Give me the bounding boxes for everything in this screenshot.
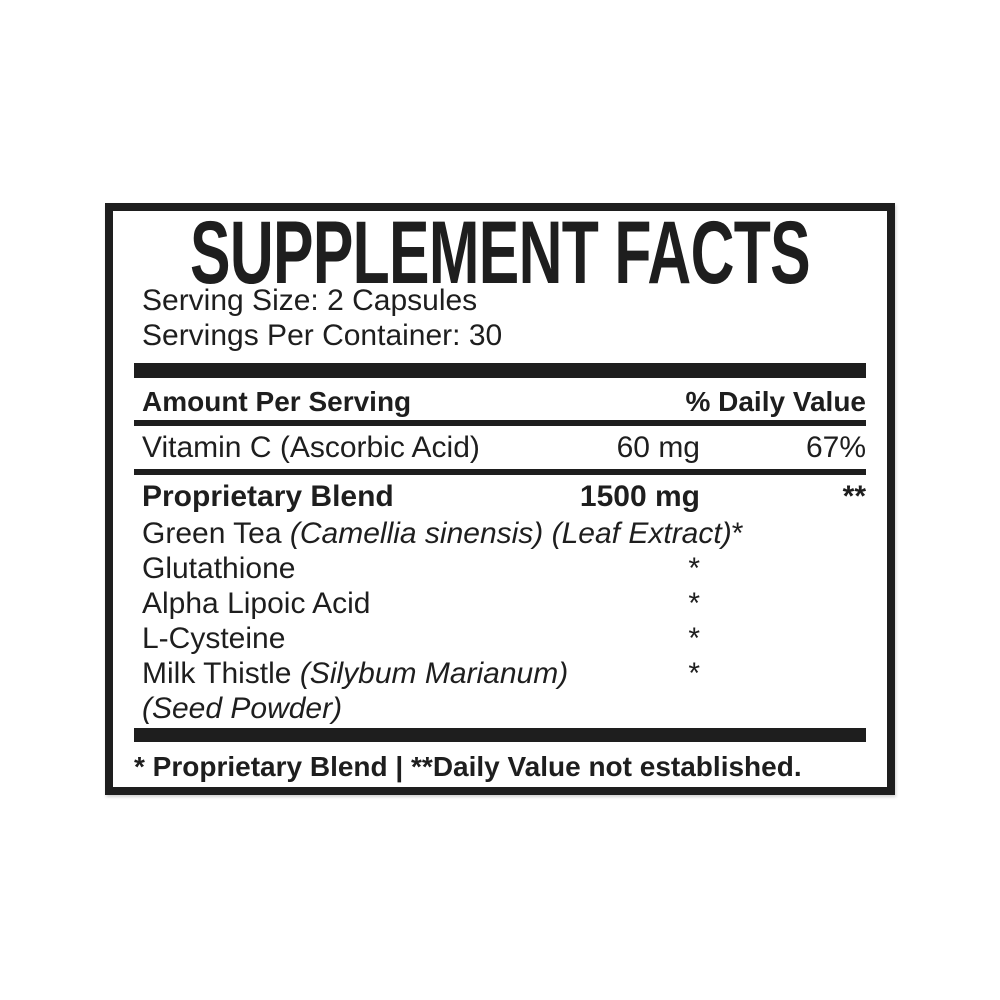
ingredient-amount: * (688, 657, 700, 690)
ingredient-daily-value: 67% (805, 431, 866, 464)
table-row-alpha-lipoic-acid: Alpha Lipoic Acid * (142, 586, 866, 621)
ingredient-name: Milk Thistle (Silybum Marianum) (142, 656, 688, 691)
serving-size-text: Serving Size: 2 Capsules (142, 284, 478, 317)
ingredient-amount: * (688, 587, 700, 620)
table-row-green-tea: Green Tea (Camellia sinensis) (Leaf Extr… (142, 516, 866, 551)
table-row-vitamin-c: Vitamin C (Ascorbic Acid) 60 mg 67% (142, 430, 866, 465)
ingredient-amount: 60 mg (616, 431, 700, 464)
ingredient-name-regular: Milk Thistle (142, 657, 300, 690)
ingredient-name: Green Tea (Camellia sinensis) (Leaf Extr… (142, 516, 732, 551)
table-row-proprietary-blend: Proprietary Blend 1500 mg ** (142, 479, 866, 514)
ingredient-name: L-Cysteine (142, 622, 286, 655)
blend-amount: 1500 mg (579, 480, 700, 513)
panel-title-graphic: SUPPLEMENT FACTS (190, 202, 811, 302)
table-header-row: Amount Per Serving % Daily Value (142, 385, 866, 419)
table-row-seed-powder-continuation: (Seed Powder) (142, 691, 866, 726)
ingredient-amount: * (731, 517, 744, 550)
ingredient-name: Glutathione (142, 552, 296, 585)
daily-value-header: % Daily Value (685, 386, 866, 417)
blend-daily-value: ** (842, 480, 866, 513)
blend-name: Proprietary Blend (142, 480, 394, 513)
table-row-milk-thistle: Milk Thistle (Silybum Marianum) * (142, 656, 866, 691)
ingredient-name-continuation: (Seed Powder) (142, 692, 343, 725)
servings-per-container-text: Servings Per Container: 30 (142, 319, 503, 352)
ingredient-name-regular: Green Tea (142, 517, 290, 550)
footnote-text: * Proprietary Blend | **Daily Value not … (134, 751, 802, 782)
table-row-glutathione: Glutathione * (142, 551, 866, 586)
ingredient-name: Vitamin C (Ascorbic Acid) (142, 431, 480, 464)
ingredient-name-botanical: (Silybum Marianum) (299, 657, 569, 690)
table-row-l-cysteine: L-Cysteine * (142, 621, 866, 656)
ingredient-amount: * (688, 622, 700, 655)
panel-content: SUPPLEMENT FACTS Serving Size: 2 Capsule… (113, 202, 887, 787)
supplement-facts-panel: SUPPLEMENT FACTS Serving Size: 2 Capsule… (105, 202, 895, 795)
divider-thin-1 (134, 420, 866, 426)
divider-thick-bottom (134, 728, 866, 742)
divider-thin-2 (134, 469, 866, 475)
ingredient-name-botanical: (Camellia sinensis) (Leaf Extract) (289, 517, 732, 550)
panel-title: SUPPLEMENT FACTS (190, 202, 810, 302)
amount-per-serving-header: Amount Per Serving (142, 386, 412, 417)
ingredient-name: Alpha Lipoic Acid (142, 587, 371, 620)
ingredient-amount: * (688, 552, 700, 585)
divider-thick-top (134, 363, 866, 378)
